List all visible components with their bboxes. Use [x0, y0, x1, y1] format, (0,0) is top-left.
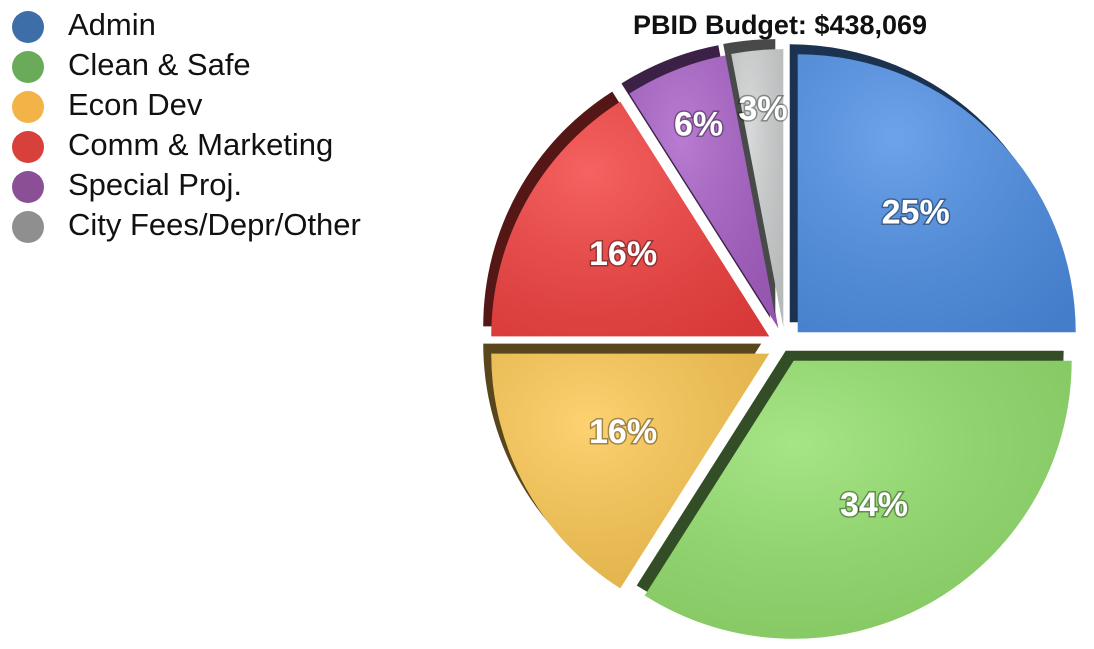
legend-label: City Fees/Depr/Other: [68, 207, 361, 242]
legend-label: Admin: [68, 7, 156, 42]
legend-label: Special Proj.: [68, 167, 242, 202]
slice-shine: [629, 55, 779, 329]
data-label: 6%: [674, 106, 723, 144]
data-label: 16%: [589, 235, 657, 273]
legend-marker: [12, 51, 44, 83]
legend-marker: [12, 11, 44, 43]
legend-label: Econ Dev: [68, 87, 203, 122]
legend-marker: [12, 171, 44, 203]
data-label: 34%: [840, 486, 908, 524]
data-label: 25%: [882, 193, 950, 231]
data-label: 16%: [589, 413, 657, 451]
slice-shine: [797, 54, 1076, 333]
chart-title: PBID Budget: $438,069: [633, 10, 927, 40]
slice-shine: [644, 360, 1072, 639]
legend-label: Clean & Safe: [68, 47, 251, 82]
legend-marker: [12, 91, 44, 123]
legend-marker: [12, 211, 44, 243]
slice-shine: [491, 101, 770, 337]
slice-shine: [491, 353, 770, 589]
legend-marker: [12, 131, 44, 163]
data-label: 3%: [738, 90, 787, 128]
slice-shine: [731, 49, 784, 328]
legend-label: Comm & Marketing: [68, 127, 333, 162]
